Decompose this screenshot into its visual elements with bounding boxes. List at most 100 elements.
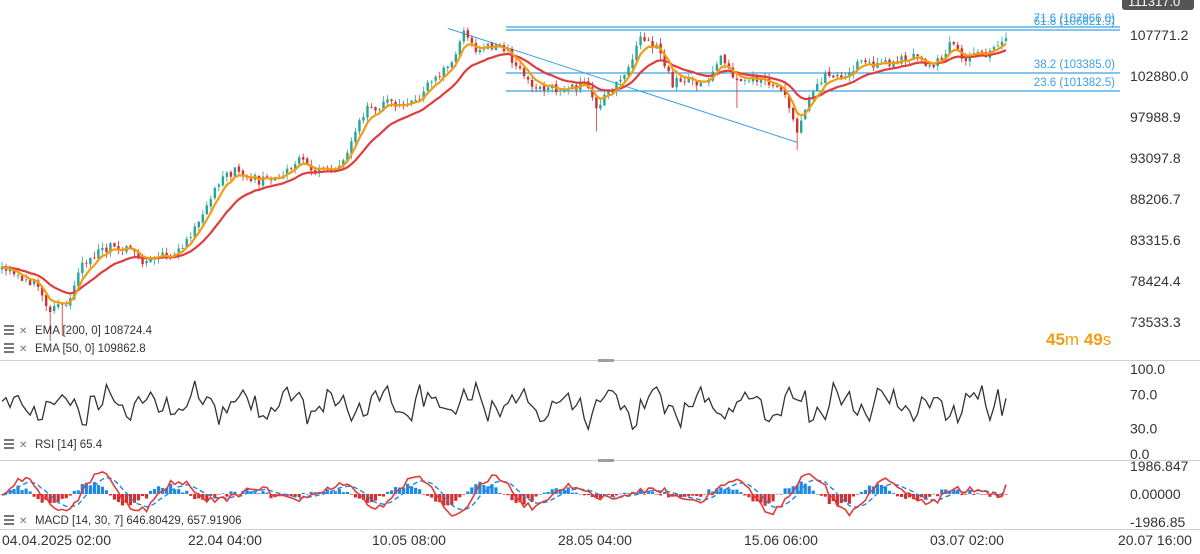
macd-histogram-bar: [534, 494, 538, 497]
macd-histogram-bar: [229, 491, 233, 494]
candle-body: [599, 104, 602, 109]
candle-body: [221, 176, 225, 186]
candle-body: [795, 118, 799, 133]
candle-body: [828, 71, 831, 76]
macd-histogram-bar: [309, 491, 313, 494]
rsi-line: [1, 380, 1007, 432]
candle-body: [89, 257, 92, 265]
candle-body: [530, 79, 534, 87]
macd-histogram-bar: [562, 489, 566, 494]
macd-histogram-bar: [442, 494, 446, 506]
candle-body: [836, 74, 839, 77]
candle-body: [816, 84, 819, 92]
timer-seconds: 49: [1083, 330, 1103, 349]
candle-body: [229, 171, 233, 177]
time-axis-tick: 15.06 06:00: [744, 532, 818, 548]
macd-histogram-bar: [108, 494, 113, 496]
macd-histogram-bar: [193, 494, 197, 499]
candle-body: [32, 280, 36, 285]
candle-body: [775, 85, 779, 87]
macd-histogram-bar: [28, 491, 32, 494]
candle-body: [8, 268, 12, 272]
candle-body: [687, 78, 690, 83]
candle-body: [450, 62, 453, 68]
macd-histogram-bar: [181, 492, 185, 494]
candle-body: [635, 45, 638, 61]
legend-rsi-row: ✕ RSI [14] 65.4: [4, 439, 103, 451]
macd-histogram-bar: [253, 492, 257, 494]
candle-body: [747, 80, 751, 82]
time-axis-tick: 22.04 04:00: [188, 532, 262, 548]
macd-histogram-bar: [225, 494, 229, 497]
macd-histogram-bar: [64, 494, 68, 499]
macd-histogram-bar: [867, 485, 872, 494]
macd-histogram-bar: [835, 494, 839, 506]
timer-minutes-unit: m: [1064, 330, 1080, 349]
candle-body: [289, 167, 293, 169]
macd-histogram-bar: [32, 494, 36, 497]
macd-histogram-bar: [811, 490, 815, 494]
macd-histogram-bar: [16, 485, 20, 494]
macd-histogram-bar: [992, 494, 996, 495]
legend-macd-close-icon: ✕: [19, 516, 27, 527]
candle-body: [382, 101, 385, 111]
candle-body: [85, 262, 88, 264]
candle-body: [414, 99, 417, 102]
candle-body: [980, 50, 984, 52]
candle-body: [201, 214, 205, 223]
candle-body: [285, 168, 289, 175]
candle-body: [390, 99, 393, 102]
candle-body: [699, 82, 702, 87]
fib-level-label-71.6: 71.6 (107966.0): [1034, 13, 1115, 25]
macd-histogram-bar: [56, 494, 60, 502]
candle-body: [366, 105, 369, 118]
macd-histogram-bar: [136, 494, 141, 501]
macd-histogram-bar: [602, 493, 606, 495]
macd-histogram-bar: [964, 494, 968, 495]
candle-body: [912, 53, 915, 60]
macd-histogram-bar: [466, 491, 470, 494]
macd-histogram-bar: [779, 494, 783, 495]
macd-histogram-bar: [530, 494, 534, 502]
macd-histogram-bar: [353, 494, 358, 498]
macd-histogram-bar: [787, 488, 791, 494]
macd-histogram-bar: [237, 494, 241, 495]
macd-histogram-bar: [819, 494, 823, 496]
macd-histogram-bar: [410, 486, 414, 494]
macd-histogram-bar: [257, 493, 261, 494]
candle-body: [603, 94, 606, 106]
candle-body: [522, 68, 526, 77]
candle-body: [904, 55, 907, 62]
candle-body: [310, 164, 313, 171]
legend-ema50-label: EMA [50, 0] 109862.8: [35, 343, 146, 355]
macd-histogram-bar: [759, 494, 763, 503]
macd-histogram-bar: [414, 487, 418, 494]
macd-histogram-bar: [984, 494, 988, 495]
candle-body: [671, 72, 674, 88]
macd-histogram-bar: [771, 494, 775, 502]
macd-histogram-bar: [385, 491, 390, 494]
candle-body: [928, 65, 931, 67]
macd-histogram-bar: [341, 492, 345, 494]
price-axis-tick: 93097.8: [1130, 150, 1181, 166]
macd-histogram-bar: [618, 493, 623, 495]
candle-body: [546, 87, 550, 90]
candle-body: [820, 82, 823, 84]
macd-histogram-bar: [968, 490, 972, 494]
macd-histogram-bar: [707, 489, 711, 494]
macd-histogram-bar: [887, 490, 892, 494]
candle-body: [514, 62, 518, 66]
candle-body: [137, 251, 140, 258]
macd-histogram-bar: [422, 494, 426, 495]
macd-histogram-bar: [526, 494, 530, 499]
candle-body: [490, 42, 494, 50]
macd-histogram-bar: [803, 483, 807, 494]
candle-body: [189, 237, 192, 238]
candle-body: [832, 75, 835, 78]
candle-countdown: 45m 49s: [1046, 330, 1111, 350]
macd-histogram-bar: [72, 490, 76, 494]
macd-histogram-bar: [843, 494, 847, 503]
candle-body: [771, 84, 775, 86]
macd-histogram-bar: [169, 483, 173, 494]
